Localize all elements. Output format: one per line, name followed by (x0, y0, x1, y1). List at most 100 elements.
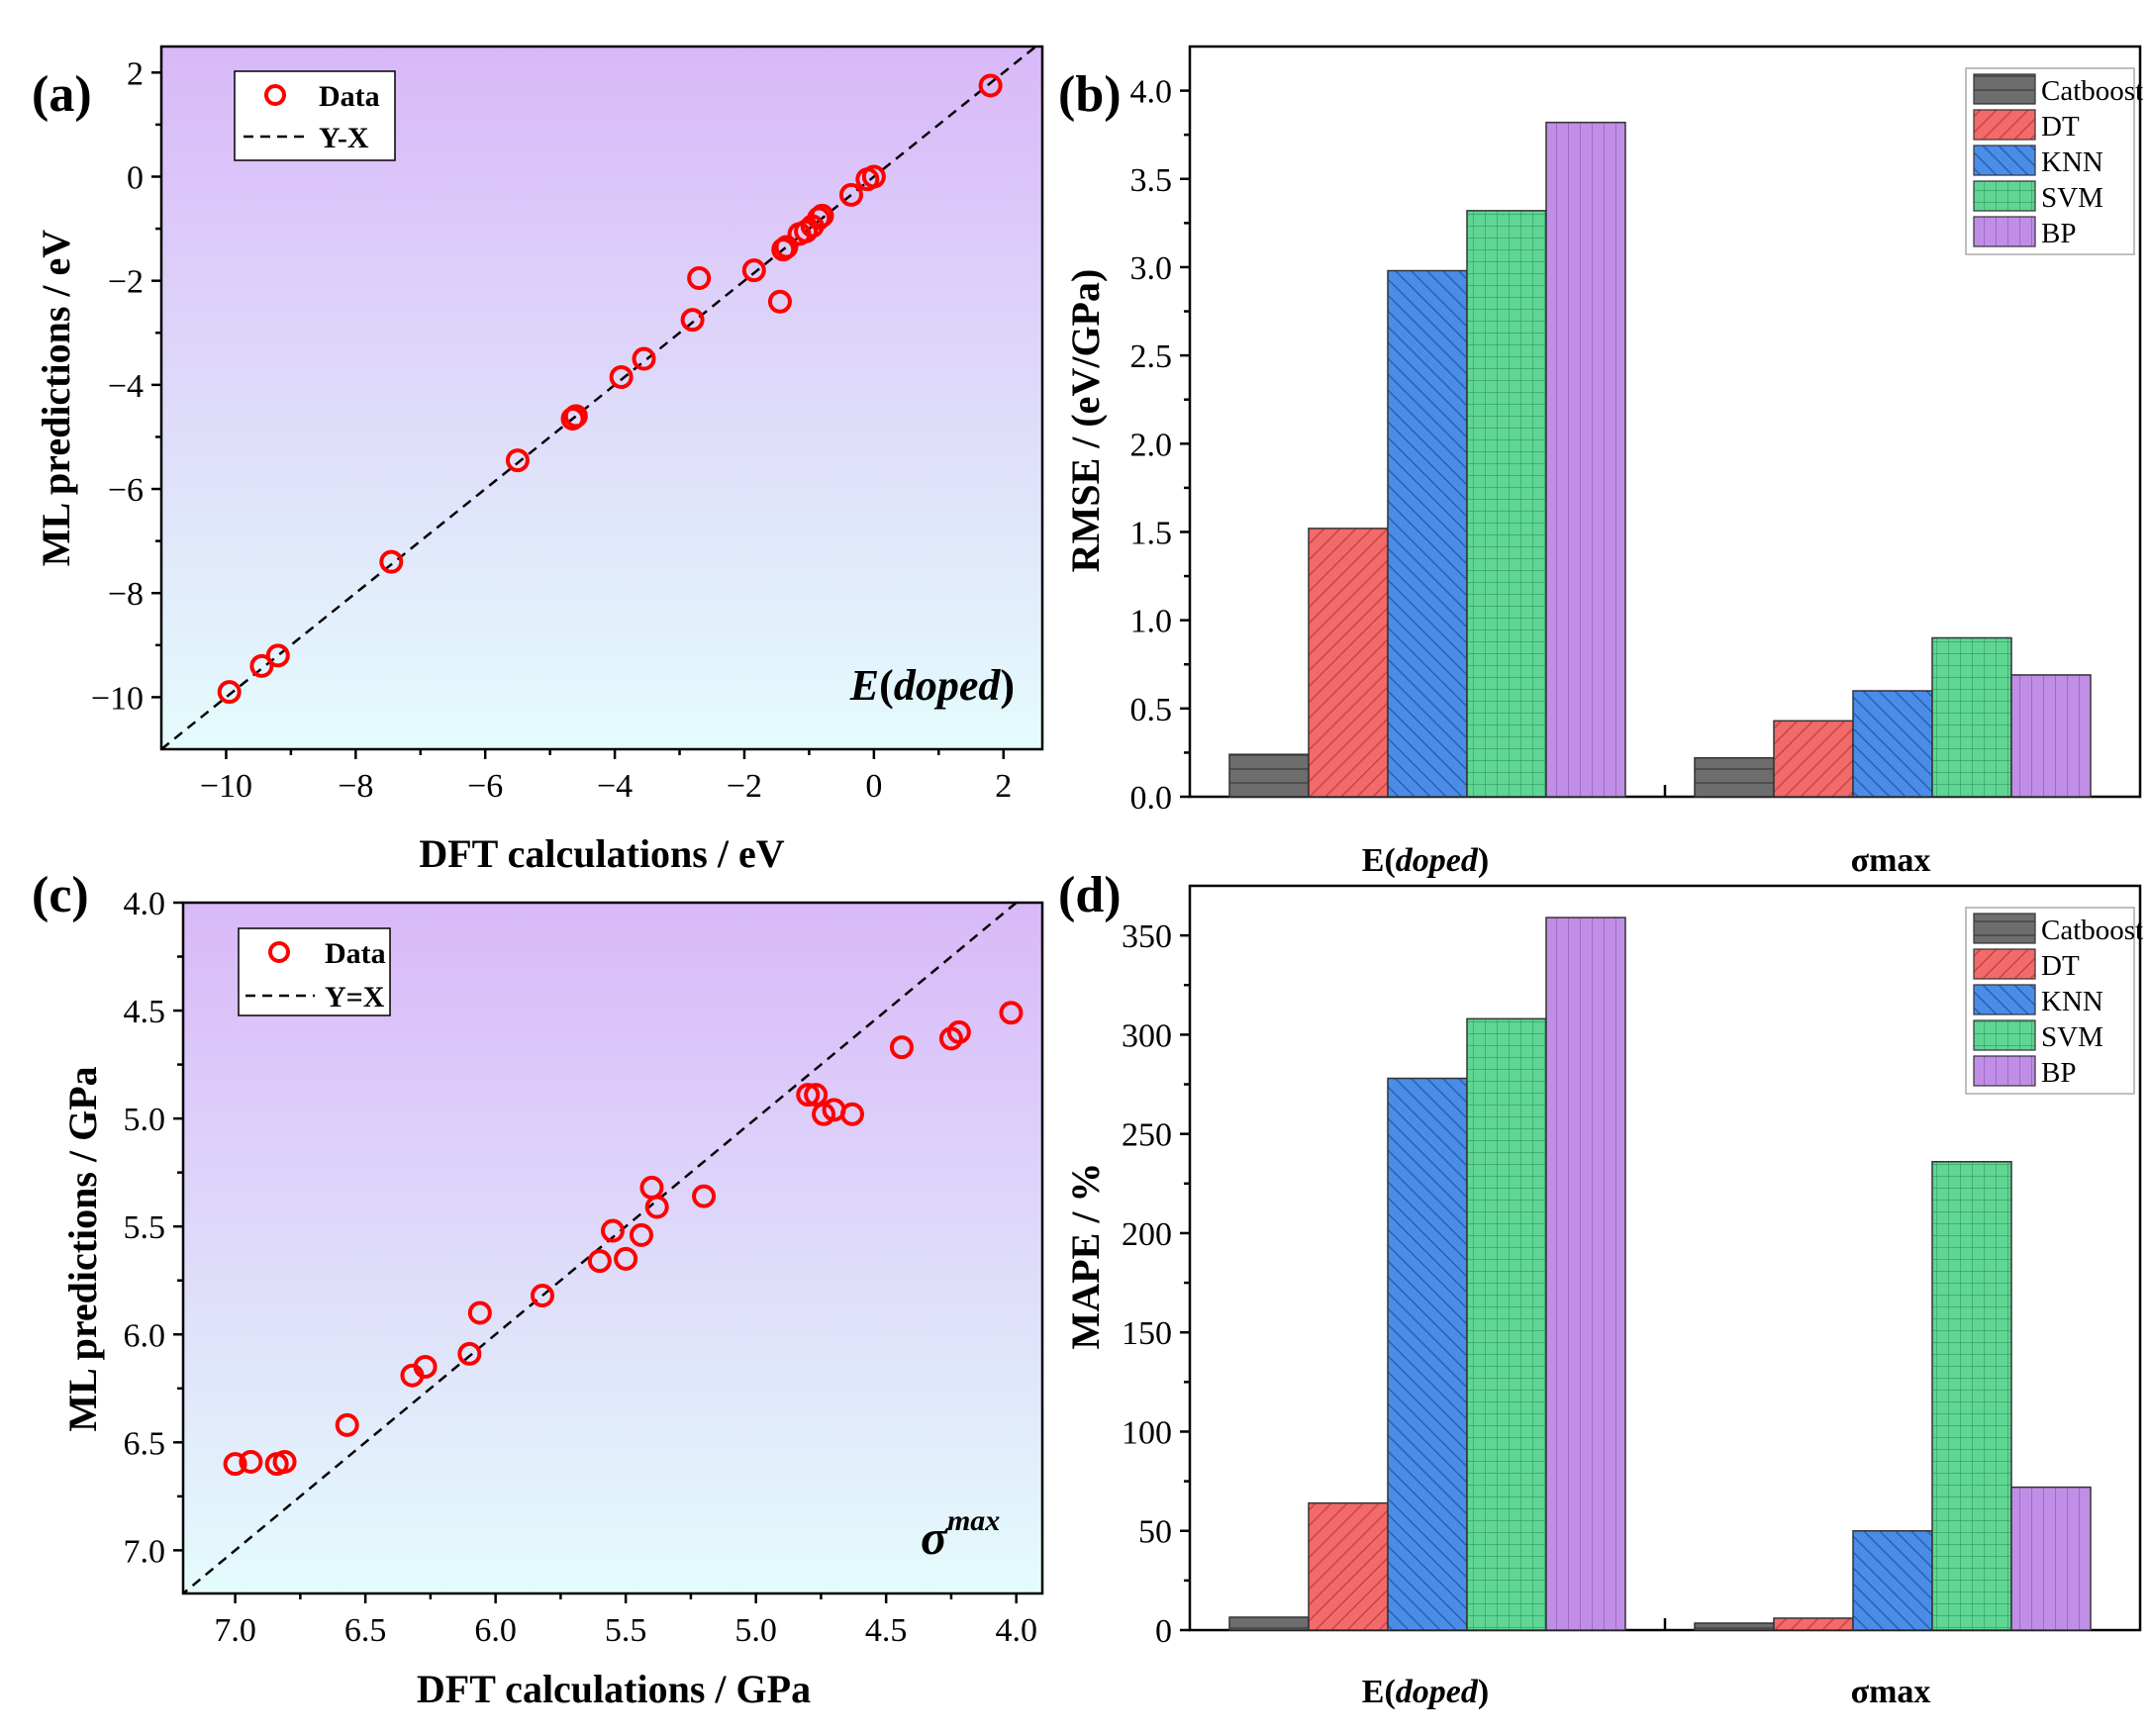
panel-d-y-tick-label: 50 (1138, 1514, 1172, 1551)
panel-d-y-tick-label: 150 (1122, 1315, 1172, 1352)
panel-b-category-2: σmax (1851, 842, 1931, 879)
panel-b-y-tick-label: 0.5 (1130, 692, 1173, 728)
panel-d-y-tick-label: 300 (1122, 1017, 1172, 1054)
panel-a-x-tick-label: −10 (200, 768, 252, 805)
panel-b-category-1: E(doped) (1362, 842, 1489, 879)
panel-d-bars (1228, 916, 2092, 1631)
legend-data-label: Data (319, 80, 380, 113)
panel-a-annotation: E(doped) (849, 661, 1015, 710)
panel-b-y-tick-label: 0.0 (1130, 780, 1173, 817)
panel-d-legend-label: DT (2041, 950, 2080, 982)
panel-d-legend-label: Catboost (2041, 915, 2143, 946)
panel-b-legend-swatch (1973, 109, 2036, 141)
panel-a-y-tick-label: −4 (108, 368, 144, 405)
panel-b-bar-svm (1931, 636, 2012, 798)
panel-c-annotation: σmax (921, 1504, 1000, 1565)
annotation-paren-close: ) (1000, 661, 1015, 710)
panel-a-y-tick-label: −6 (108, 472, 144, 509)
panel-b-y-tick-label: 3.0 (1130, 250, 1173, 287)
panel-b-y-tick-label: 2.5 (1130, 338, 1173, 375)
panel-a-ticks: −10 −8 −6 −4 −2 0 2 −10 −8 −6 −4 −2 0 2 (91, 55, 1012, 805)
panel-d-y-tick-label: 0 (1155, 1613, 1172, 1650)
annotation-italic: doped (894, 661, 1002, 710)
panel-b-bar-svm (1466, 210, 1547, 798)
panel-c-data-point (467, 1301, 492, 1325)
panel-d-bar-bp (1545, 916, 1626, 1631)
panel-c-data-point (272, 1449, 297, 1474)
panel-a-x-tick-label: 0 (865, 768, 882, 805)
category-paren-close: ) (1478, 1674, 1489, 1710)
panel-d-bar-catboost (1694, 1622, 1775, 1631)
panel-d-legend-label: KNN (2041, 986, 2103, 1017)
panel-b-legend-label: KNN (2041, 146, 2103, 178)
panel-a-x-tick-label: −4 (597, 768, 633, 805)
panel-b-y-tick-label: 2.0 (1130, 427, 1173, 463)
panel-a-data-point (505, 448, 530, 473)
panel-a-xlabel: DFT calculations / eV (419, 831, 784, 876)
legend-line-label: Y-X (319, 122, 369, 154)
panel-b-bars (1228, 121, 2092, 798)
panel-b-bar-bp (1545, 121, 1626, 798)
panel-b-bar-knn (1852, 690, 1933, 798)
panel-b-y-tick-label: 3.5 (1130, 162, 1173, 199)
panel-b-bar-catboost (1228, 753, 1310, 798)
panel-c-data-point (946, 1019, 971, 1044)
panel-b-bar-knn (1387, 269, 1468, 798)
panel-d-legend-swatch (1973, 1055, 2036, 1087)
panel-a-data-point (680, 308, 705, 333)
panel-c-x-tick-label: 7.0 (214, 1612, 256, 1649)
panel-b-legend-label: SVM (2041, 182, 2103, 214)
legend-data-label: Data (325, 937, 386, 970)
panel-b-y-tick-label: 4.0 (1130, 74, 1173, 111)
panel-b-legend-label: DT (2041, 111, 2080, 143)
panel-c-x-tick-label: 6.5 (344, 1612, 387, 1649)
panel-b-bar-bp (2010, 674, 2092, 798)
panel-c-data-point (413, 1354, 438, 1379)
category-italic: doped (1396, 842, 1479, 879)
panel-d-ticks: 0 50 100 150 200 250 300 350 (1122, 918, 1667, 1650)
panel-c-ylabel: ML predictions / GPa (60, 1066, 105, 1431)
panel-d-ylabel: MAPE / % (1063, 1163, 1108, 1350)
category-main: E (1362, 1674, 1385, 1710)
panel-a-y-tick-label: −2 (108, 264, 144, 301)
panel-c-x-tick-label: 5.5 (605, 1612, 647, 1649)
panel-c-legend: Data Y=X (238, 927, 391, 1016)
annotation-main: E (849, 661, 879, 710)
panel-c-data-point (796, 1083, 821, 1108)
panel-c-ticks: 7.0 6.5 6.0 5.5 5.0 4.5 4.0 4.0 4.5 5.0 5.5 6.0 6.5 7… (124, 886, 1037, 1649)
panel-a-reference-line (160, 46, 1037, 750)
panel-d-bar-svm (1931, 1160, 2012, 1631)
panel-d-bar-knn (1387, 1077, 1468, 1631)
panel-b-bar-catboost (1694, 757, 1775, 798)
panel-a-ylabel: ML predictions / eV (34, 230, 78, 566)
panel-c-y-tick-label: 4.5 (124, 994, 166, 1030)
panel-b-bar-dt (1773, 720, 1854, 798)
panel-a-data-point (861, 164, 886, 189)
panel-a-y-tick-label: −10 (91, 680, 144, 717)
panel-d-legend-label: BP (2041, 1057, 2076, 1089)
panel-d-legend-swatch (1973, 1019, 2036, 1051)
panel-b-legend-swatch (1973, 180, 2036, 212)
panel-a-x-tick-label: −8 (338, 768, 373, 805)
panel-d-label: (d) (1058, 867, 1122, 923)
panel-a-data-point (767, 289, 792, 314)
panel-c-y-tick-label: 5.5 (124, 1209, 166, 1246)
panel-d-category-2: σmax (1851, 1674, 1931, 1710)
panel-a-data-point (217, 680, 242, 705)
panel-b-bar-dt (1308, 528, 1389, 798)
panel-b-legend-label: Catboost (2041, 75, 2143, 107)
panel-c-x-tick-label: 4.0 (995, 1612, 1037, 1649)
panel-d-legend-swatch (1973, 913, 2036, 944)
panel-b-legend-swatch (1973, 145, 2036, 176)
panel-c-x-tick-label: 4.5 (865, 1612, 908, 1649)
panel-c-data-point (601, 1218, 625, 1243)
panel-d-y-tick-label: 250 (1122, 1117, 1172, 1154)
panel-a-frame (159, 45, 1044, 751)
panel-c-data-point (889, 1035, 914, 1060)
panel-c-marks (182, 902, 1024, 1594)
legend-box (234, 70, 396, 161)
panel-c-data-point (692, 1184, 717, 1208)
panel-b-ticks: 0.0 0.5 1.0 1.5 2.0 2.5 3.0 3.5 4.0 (1130, 74, 1667, 817)
